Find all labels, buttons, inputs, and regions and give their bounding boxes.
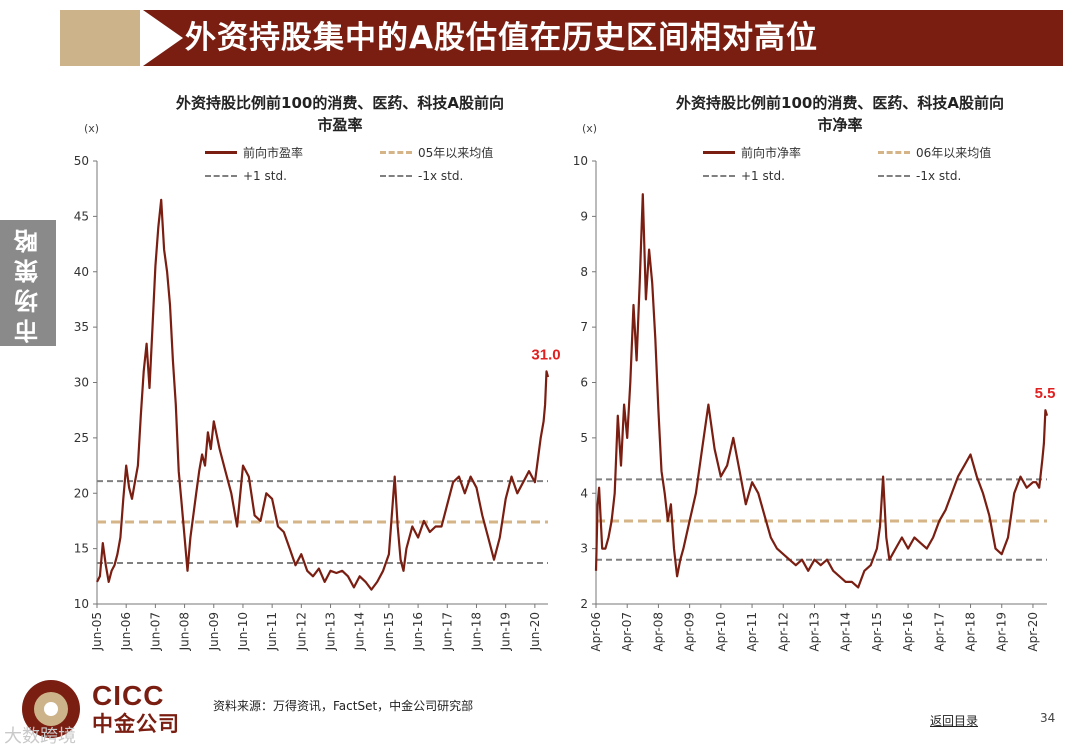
chart-1-title-line1: 外资持股比例前100的消费、医药、科技A股前向 xyxy=(176,94,504,112)
x-tick-label: Apr-19 xyxy=(995,612,1009,652)
chart-2-title-line1: 外资持股比例前100的消费、医药、科技A股前向 xyxy=(676,94,1004,112)
y-tick-label: 20 xyxy=(74,486,89,500)
y-tick-label: 15 xyxy=(74,542,89,556)
chart-1-title: 外资持股比例前100的消费、医药、科技A股前向 市盈率 xyxy=(120,92,560,136)
x-tick-label: Apr-11 xyxy=(745,612,759,652)
y-tick-label: 7 xyxy=(580,320,588,334)
chart-2-unit: (x) xyxy=(582,122,598,135)
legend-item-main: 前向市净率 xyxy=(703,144,801,161)
y-tick-label: 4 xyxy=(580,486,588,500)
y-tick-label: 50 xyxy=(74,154,89,168)
y-tick-label: 30 xyxy=(74,376,89,390)
y-tick-label: 10 xyxy=(74,597,89,611)
x-tick-label: Jun-14 xyxy=(353,612,367,651)
last-value-annotation: 5.5 xyxy=(1035,385,1056,402)
legend-label-mean: 05年以来均值 xyxy=(418,146,494,160)
legend-label-mean: 06年以来均值 xyxy=(916,146,992,160)
y-tick-label: 5 xyxy=(580,431,588,445)
legend-label-plus: +1 std. xyxy=(741,169,785,183)
x-tick-label: Jun-12 xyxy=(294,612,308,651)
y-tick-label: 9 xyxy=(580,209,588,223)
last-value-annotation: 31.0 xyxy=(531,346,560,363)
legend-swatch-main xyxy=(205,151,237,154)
x-tick-label: Apr-10 xyxy=(714,612,728,652)
x-tick-label: Jun-15 xyxy=(382,612,396,651)
y-tick-label: 10 xyxy=(573,154,588,168)
x-tick-label: Apr-09 xyxy=(683,612,697,652)
legend-swatch-mean xyxy=(878,151,910,154)
y-tick-label: 2 xyxy=(580,597,588,611)
x-tick-label: Apr-08 xyxy=(651,612,665,652)
cicc-logo-text-cn: 中金公司 xyxy=(92,712,180,736)
chart-1-unit: (x) xyxy=(84,122,100,135)
legend-swatch-mean xyxy=(380,151,412,154)
x-tick-label: Jun-13 xyxy=(324,612,338,651)
legend-item-plus: +1 std. xyxy=(703,169,785,183)
legend-item-plus: +1 std. xyxy=(205,169,287,183)
x-tick-label: Jun-20 xyxy=(528,612,542,651)
legend-swatch-minus xyxy=(878,175,910,177)
header-banner xyxy=(143,10,1063,66)
legend-label-minus: -1x std. xyxy=(418,169,464,183)
chart-2-title: 外资持股比例前100的消费、医药、科技A股前向 市净率 xyxy=(620,92,1060,136)
chart-2-title-line2: 市净率 xyxy=(817,116,863,134)
legend-item-minus: -1x std. xyxy=(878,169,961,183)
legend-swatch-plus xyxy=(703,175,735,177)
y-tick-label: 40 xyxy=(74,265,89,279)
legend-item-minus: -1x std. xyxy=(380,169,463,183)
x-tick-label: Apr-07 xyxy=(620,612,634,652)
x-tick-label: Jun-07 xyxy=(148,612,162,651)
watermark: 大数跨境 xyxy=(4,726,76,747)
legend-item-main: 前向市盈率 xyxy=(205,144,303,161)
x-tick-label: Jun-10 xyxy=(236,612,250,651)
y-tick-label: 25 xyxy=(74,431,89,445)
x-tick-label: Jun-06 xyxy=(119,612,133,651)
legend-swatch-plus xyxy=(205,175,237,177)
legend-label-minus: -1x std. xyxy=(916,169,962,183)
legend-item-mean: 06年以来均值 xyxy=(878,144,991,161)
y-tick-label: 6 xyxy=(580,376,588,390)
x-tick-label: Jun-16 xyxy=(411,612,425,651)
x-tick-label: Jun-09 xyxy=(207,612,221,651)
x-tick-label: Apr-14 xyxy=(839,612,853,652)
legend-label-plus: +1 std. xyxy=(243,169,287,183)
x-tick-label: Apr-16 xyxy=(901,612,915,652)
series-line xyxy=(594,193,1049,589)
back-to-contents-link[interactable]: 返回目录 xyxy=(930,714,979,728)
x-tick-label: Apr-18 xyxy=(964,612,978,652)
x-tick-label: Apr-15 xyxy=(870,612,884,652)
series-line xyxy=(96,198,550,591)
x-tick-label: Jun-05 xyxy=(90,612,104,651)
source-note: 资料来源：万得资讯，FactSet，中金公司研究部 xyxy=(213,699,474,713)
x-tick-label: Jun-11 xyxy=(265,612,279,651)
x-tick-label: Apr-17 xyxy=(932,612,946,652)
header-accent-block xyxy=(60,10,140,66)
page-title: 外资持股集中的A股估值在历史区间相对高位 xyxy=(185,20,818,56)
cicc-logo-text-en: CICC xyxy=(92,680,165,711)
chart-1-title-line2: 市盈率 xyxy=(317,116,363,134)
y-tick-label: 35 xyxy=(74,320,89,334)
page-number: 34 xyxy=(1040,711,1056,725)
x-tick-label: Apr-12 xyxy=(776,612,790,652)
legend-swatch-minus xyxy=(380,175,412,177)
x-tick-label: Jun-19 xyxy=(499,612,513,651)
x-tick-label: Jun-18 xyxy=(469,612,483,651)
cicc-logo-core xyxy=(44,702,58,716)
x-tick-label: Apr-13 xyxy=(807,612,821,652)
x-tick-label: Apr-20 xyxy=(1026,612,1040,652)
legend-swatch-main xyxy=(703,151,735,154)
x-tick-label: Apr-06 xyxy=(589,612,603,652)
legend-label-main: 前向市净率 xyxy=(741,146,802,160)
legend-item-mean: 05年以来均值 xyxy=(380,144,493,161)
y-tick-label: 45 xyxy=(74,209,89,223)
legend-label-main: 前向市盈率 xyxy=(243,146,304,160)
x-tick-label: Jun-08 xyxy=(178,612,192,651)
y-tick-label: 8 xyxy=(580,265,588,279)
x-tick-label: Jun-17 xyxy=(440,612,454,651)
y-tick-label: 3 xyxy=(580,542,588,556)
